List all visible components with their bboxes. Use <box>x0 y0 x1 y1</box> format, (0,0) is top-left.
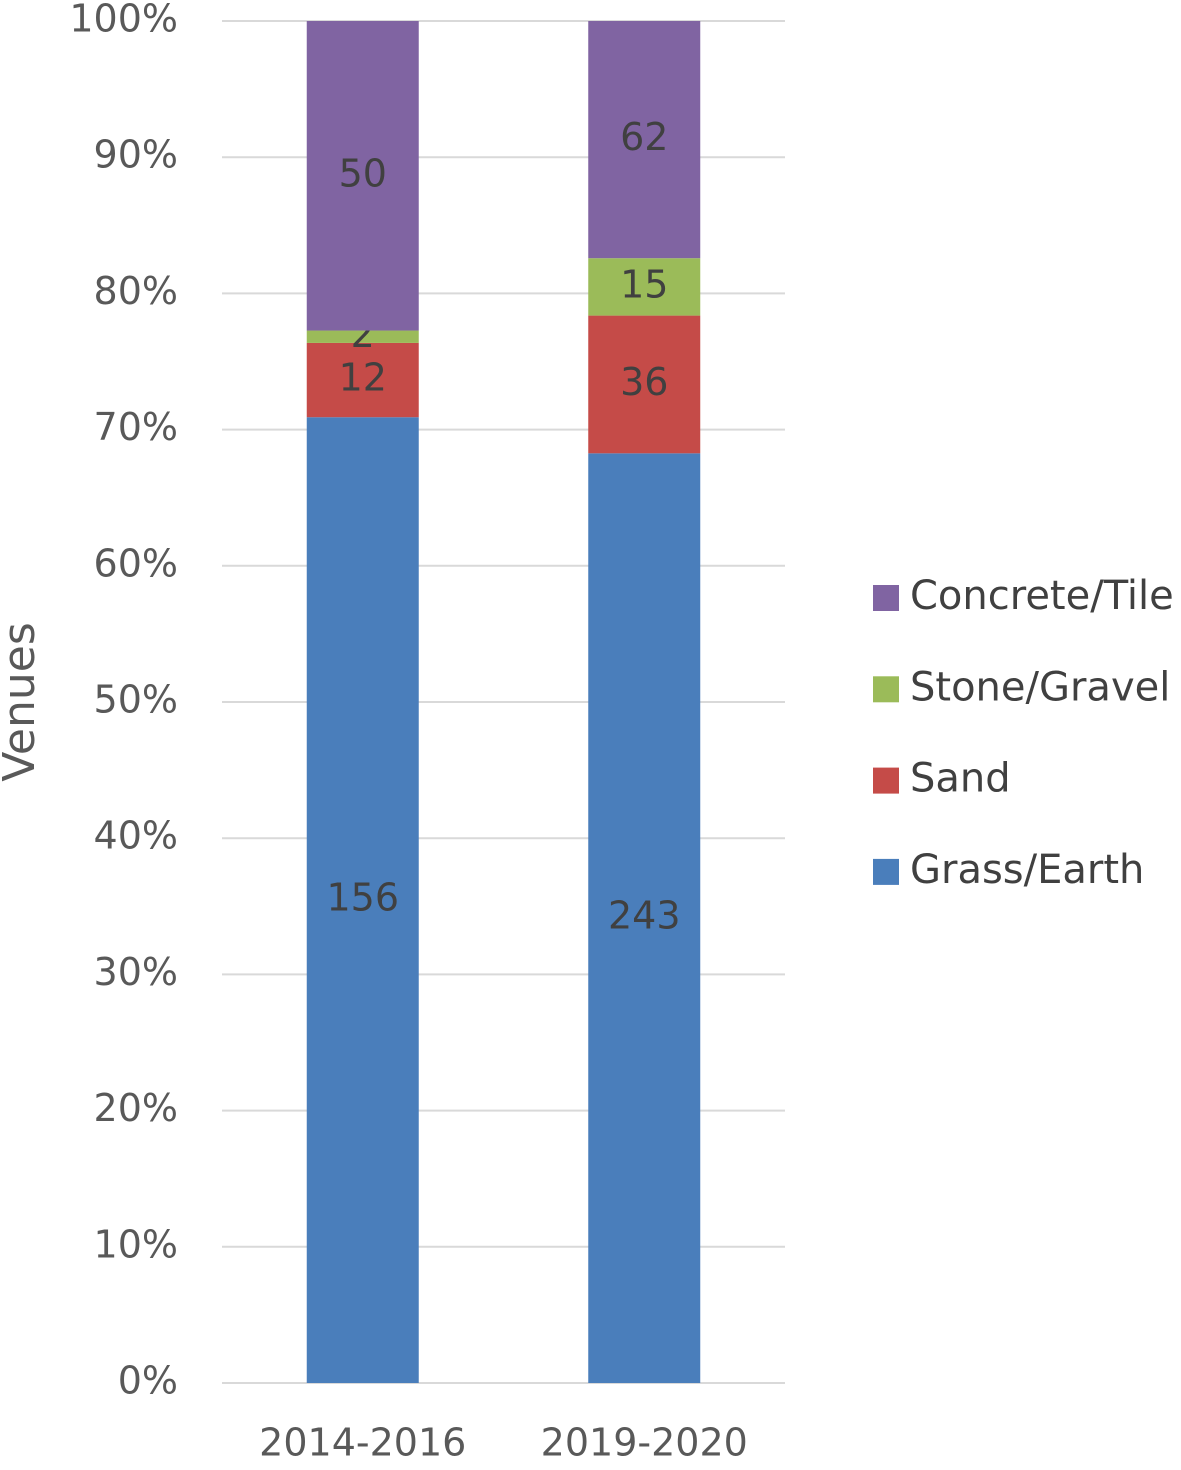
y-tick-label: 0% <box>118 1359 178 1403</box>
legend-label: Stone/Gravel <box>910 664 1170 710</box>
data-label: 15 <box>620 262 668 306</box>
legend-swatch <box>873 676 899 703</box>
y-tick-label: 70% <box>94 405 178 449</box>
y-tick-label: 80% <box>94 269 178 313</box>
bar-segment <box>306 342 419 418</box>
data-label: 156 <box>326 876 399 920</box>
y-tick-label: 100% <box>69 0 178 41</box>
y-tick-label: 90% <box>94 133 178 177</box>
data-label: 12 <box>339 356 387 400</box>
bar-segment <box>588 453 701 1384</box>
data-label: 243 <box>608 894 681 938</box>
x-tick-label: 2019-2020 <box>541 1421 748 1465</box>
x-tick-label: 2014-2016 <box>259 1421 466 1465</box>
bar-segment <box>588 258 701 316</box>
y-tick-label: 60% <box>94 541 178 585</box>
data-label: 62 <box>620 115 668 159</box>
y-tick-label: 40% <box>94 814 178 858</box>
bar-segment <box>588 315 701 454</box>
bar-segment <box>306 330 419 343</box>
y-axis-title: Venues <box>0 622 45 782</box>
legend-swatch <box>873 858 899 885</box>
legend-swatch <box>873 585 899 611</box>
y-tick-label: 10% <box>94 1222 178 1266</box>
legend-label: Concrete/Tile <box>910 573 1174 619</box>
y-tick-label: 50% <box>94 678 178 722</box>
legend-label: Sand <box>910 756 1011 802</box>
y-tick-label: 20% <box>94 1086 178 1130</box>
bar-segment <box>588 21 701 259</box>
legend-swatch <box>873 767 899 794</box>
bar-segment <box>306 21 419 331</box>
data-label: 36 <box>620 360 668 404</box>
bar-segment <box>306 417 419 1384</box>
legend-label: Grass/Earth <box>910 847 1144 893</box>
y-tick-label: 30% <box>94 950 178 994</box>
data-label: 50 <box>339 151 387 195</box>
